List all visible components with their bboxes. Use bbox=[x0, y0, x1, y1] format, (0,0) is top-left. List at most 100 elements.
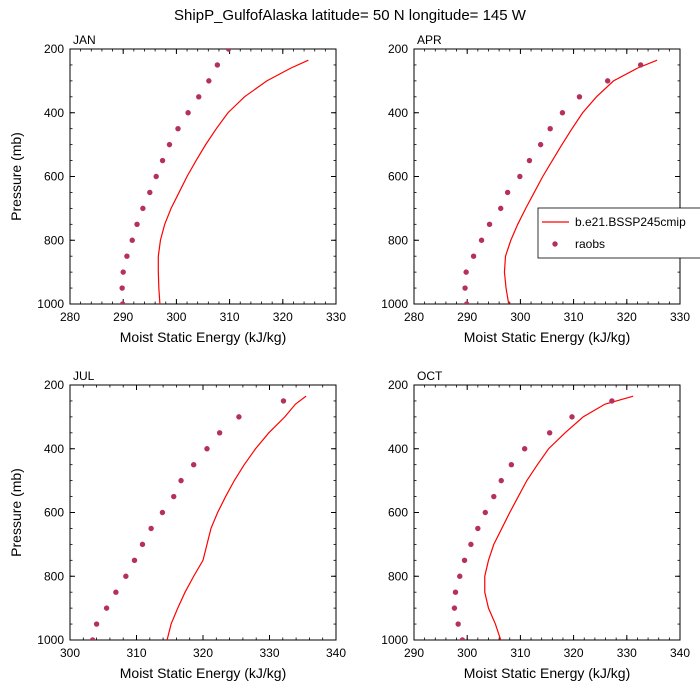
data-point-raobs bbox=[463, 269, 469, 275]
data-point-raobs bbox=[103, 605, 110, 611]
x-tick-label: 320 bbox=[564, 646, 584, 660]
data-point-raobs bbox=[175, 125, 181, 132]
data-point-raobs bbox=[576, 94, 583, 100]
data-point-raobs bbox=[637, 62, 644, 68]
data-point-raobs bbox=[159, 509, 166, 516]
y-tick-label: 800 bbox=[388, 569, 408, 583]
y-tick-label: 800 bbox=[388, 233, 408, 247]
data-point-raobs bbox=[89, 637, 96, 640]
series-line-model bbox=[166, 395, 307, 640]
plot-area bbox=[119, 30, 309, 304]
x-tick-label: 310 bbox=[126, 646, 146, 660]
data-point-raobs bbox=[498, 205, 504, 212]
data-point-raobs bbox=[214, 62, 221, 68]
data-point-raobs bbox=[569, 414, 575, 420]
x-tick-label: 330 bbox=[670, 310, 690, 324]
plot-frame bbox=[413, 384, 681, 641]
y-tick-label: 800 bbox=[44, 233, 64, 247]
data-point-raobs bbox=[166, 141, 173, 148]
x-tick-label: 330 bbox=[326, 310, 346, 324]
panel-title: APR bbox=[417, 33, 442, 47]
data-point-raobs bbox=[478, 237, 485, 243]
series-line-model bbox=[503, 59, 658, 304]
data-point-raobs bbox=[546, 430, 553, 436]
y-tick-label: 800 bbox=[44, 569, 64, 583]
data-point-raobs bbox=[171, 493, 177, 500]
data-point-raobs bbox=[482, 509, 488, 516]
chart-panel-apr: APR 280 290 300 310 320 330 200 400 600 800 1000 Moi… bbox=[381, 33, 690, 345]
x-tick-label: 330 bbox=[259, 646, 279, 660]
x-axis-label: Moist Static Energy (kJ/kg) bbox=[120, 665, 287, 681]
y-axis-label: Pressure (mb) bbox=[8, 132, 24, 221]
data-point-raobs bbox=[129, 237, 135, 243]
chart-panel-oct: OCT 290 300 310 320 330 340 200 400 600 800 1000 Moi… bbox=[381, 369, 690, 681]
plot-frame bbox=[413, 48, 681, 305]
y-tick-label: 1000 bbox=[37, 297, 64, 311]
data-point-raobs bbox=[119, 285, 125, 291]
data-point-raobs bbox=[134, 221, 140, 228]
y-tick-label: 600 bbox=[388, 170, 408, 184]
plot-area bbox=[462, 59, 658, 304]
x-tick-label: 310 bbox=[220, 310, 240, 324]
panel-title: OCT bbox=[417, 369, 443, 383]
data-point-raobs bbox=[93, 621, 100, 627]
data-point-raobs bbox=[147, 189, 153, 196]
data-point-raobs bbox=[119, 301, 126, 304]
x-tick-label: 340 bbox=[670, 646, 690, 660]
legend-box bbox=[537, 207, 700, 259]
data-point-raobs bbox=[459, 637, 466, 640]
x-tick-label: 300 bbox=[510, 310, 530, 324]
data-point-raobs bbox=[153, 173, 159, 180]
data-point-raobs bbox=[457, 573, 463, 579]
data-point-raobs bbox=[124, 253, 130, 259]
x-tick-label: 330 bbox=[617, 646, 637, 660]
chart-panels: JAN 280 290 300 310 320 330 200 400 600 800 1000 Moi… bbox=[8, 30, 690, 681]
data-point-raobs bbox=[159, 157, 166, 164]
series-line-model bbox=[484, 395, 634, 640]
data-point-raobs bbox=[462, 285, 468, 291]
data-point-raobs bbox=[463, 301, 470, 304]
y-tick-label: 1000 bbox=[381, 297, 408, 311]
series-line-model bbox=[157, 59, 309, 304]
plot-frame bbox=[69, 48, 337, 305]
x-tick-label: 300 bbox=[457, 646, 477, 660]
data-point-raobs bbox=[470, 253, 477, 259]
data-point-raobs bbox=[258, 30, 263, 35]
data-point-raobs bbox=[452, 589, 459, 595]
data-point-raobs bbox=[609, 398, 615, 404]
x-tick-label: 280 bbox=[60, 310, 80, 324]
chart-panel-jul: JUL 300 310 320 330 340 200 400 600 800 1000 Moist … bbox=[8, 369, 346, 681]
data-point-raobs bbox=[451, 605, 458, 611]
data-point-raobs bbox=[236, 414, 242, 420]
data-point-raobs bbox=[280, 398, 287, 404]
panel-title: JUL bbox=[73, 369, 95, 383]
panel-title: JAN bbox=[73, 33, 96, 47]
data-point-raobs bbox=[131, 557, 138, 564]
legend-label: b.e21.BSSP245cmip bbox=[575, 215, 686, 229]
data-point-raobs bbox=[206, 78, 212, 84]
y-tick-label: 200 bbox=[388, 378, 408, 392]
x-axis-label: Moist Static Energy (kJ/kg) bbox=[464, 329, 631, 345]
data-point-raobs bbox=[120, 269, 126, 275]
legend-swatch-dot bbox=[552, 241, 558, 247]
x-tick-label: 310 bbox=[510, 646, 530, 660]
data-point-raobs bbox=[517, 173, 523, 180]
data-point-raobs bbox=[468, 541, 474, 548]
x-tick-label: 280 bbox=[404, 310, 424, 324]
x-axis-label: Moist Static Energy (kJ/kg) bbox=[120, 329, 287, 345]
y-tick-label: 200 bbox=[44, 42, 64, 56]
data-point-raobs bbox=[508, 461, 515, 468]
data-point-raobs bbox=[486, 221, 493, 228]
legend: b.e21.BSSP245cmip raobs bbox=[537, 207, 700, 259]
plot-area bbox=[89, 395, 307, 640]
x-tick-label: 290 bbox=[457, 310, 477, 324]
data-point-raobs bbox=[204, 446, 210, 452]
data-point-raobs bbox=[139, 541, 146, 548]
y-tick-label: 1000 bbox=[37, 633, 64, 647]
data-point-raobs bbox=[537, 141, 544, 148]
x-tick-label: 300 bbox=[166, 310, 186, 324]
y-tick-label: 400 bbox=[44, 106, 64, 120]
x-tick-label: 290 bbox=[113, 310, 133, 324]
legend-label: raobs bbox=[575, 237, 605, 251]
